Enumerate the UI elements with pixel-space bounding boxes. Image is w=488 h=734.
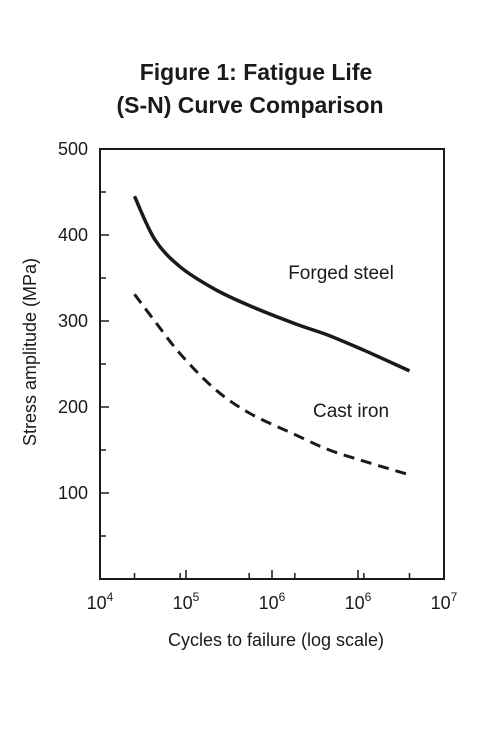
y-tick-label: 400 [58,225,88,245]
series-label-forged-steel: Forged steel [288,263,394,284]
x-tick-label: 106 [259,590,286,613]
x-tick-label: 104 [87,590,114,613]
x-tick-label: 105 [173,590,200,613]
x-tick-label: 106 [345,590,372,613]
series-lines [132,195,411,477]
x-tick-label: 107 [431,590,458,613]
y-tick-label: 100 [58,483,88,503]
chart-title-line-2: (S-N) Curve Comparison [116,92,383,118]
x-axis-label: Cycles to failure (log scale) [168,630,384,650]
y-axis-label: Stress amplitude (MPa) [20,258,40,446]
y-tick-label: 500 [58,139,88,159]
y-tick-label: 300 [58,311,88,331]
chart-title-line-1: Figure 1: Fatigue Life [140,59,373,85]
y-tick-label: 200 [58,397,88,417]
series-label-cast-iron: Cast iron [313,401,389,422]
x-axis-ticks: 104 105 106 106 107 [87,570,458,613]
series-line-cast-iron [133,293,410,477]
y-axis-ticks: 100 200 300 400 500 [58,139,109,537]
series-line-forged-steel [132,195,411,373]
